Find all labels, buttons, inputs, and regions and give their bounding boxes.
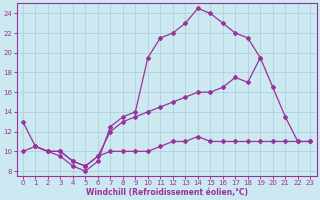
X-axis label: Windchill (Refroidissement éolien,°C): Windchill (Refroidissement éolien,°C): [85, 188, 248, 197]
